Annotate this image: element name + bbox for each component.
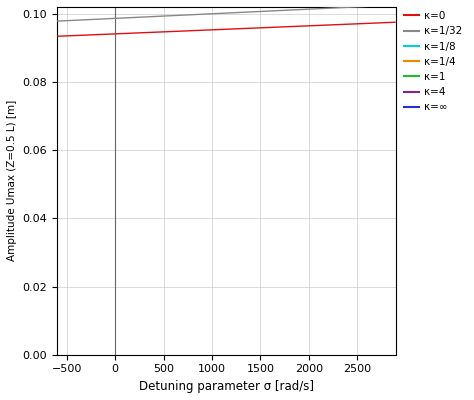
X-axis label: Detuning parameter σ [rad/s]: Detuning parameter σ [rad/s] [139, 380, 314, 393]
Legend: κ=0, κ=1/32, κ=1/8, κ=1/4, κ=1, κ=4, κ=∞: κ=0, κ=1/32, κ=1/8, κ=1/4, κ=1, κ=4, κ=∞ [400, 7, 467, 116]
Y-axis label: Amplitude Umax (Z=0.5 L) [m]: Amplitude Umax (Z=0.5 L) [m] [7, 100, 17, 262]
